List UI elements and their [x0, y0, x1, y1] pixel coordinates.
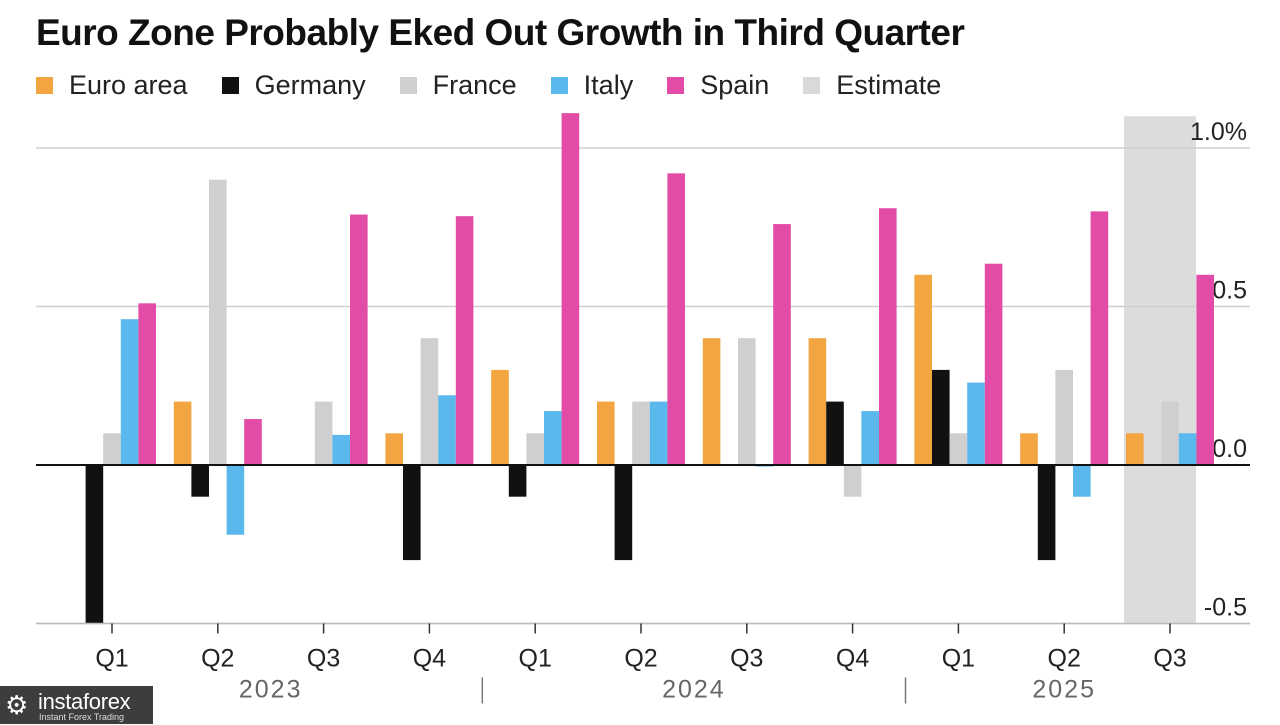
legend-item-euro-area: Euro area	[36, 70, 188, 101]
legend-swatch-germany	[221, 77, 239, 94]
x-tick-label: Q2	[201, 645, 234, 673]
legend-swatch-estimate	[803, 77, 821, 94]
bar-germany	[191, 465, 209, 497]
x-tick-label: Q1	[519, 645, 552, 673]
bar-germany	[508, 465, 527, 497]
bar-italy	[332, 434, 350, 465]
legend-swatch-italy	[550, 77, 568, 94]
year-label: 2024	[662, 676, 726, 704]
bar-euro-area	[385, 433, 403, 465]
bar-france	[632, 401, 650, 465]
bar-france	[738, 338, 756, 465]
bar-spain	[138, 303, 156, 465]
bar-spain	[984, 263, 1003, 465]
bar-euro-area	[1020, 433, 1038, 465]
legend-label-euro-area: Euro area	[69, 70, 188, 100]
legend-swatch-euro-area	[36, 77, 53, 94]
bar-france	[314, 401, 333, 465]
bar-france	[1161, 401, 1179, 465]
chart-title: Euro Zone Probably Eked Out Growth in Th…	[36, 12, 965, 53]
x-tick-label: Q1	[942, 645, 975, 673]
y-tick-label: -0.5	[1204, 594, 1247, 622]
bar-spain	[1090, 211, 1109, 465]
watermark-brand: instaforex	[38, 689, 131, 714]
legend: Euro area Germany France Italy Spain Est…	[36, 70, 975, 101]
bar-spain	[244, 419, 262, 465]
legend-item-germany: Germany	[221, 70, 366, 101]
x-tick-label: Q2	[624, 645, 657, 673]
bar-france	[843, 465, 862, 497]
bar-france	[209, 179, 227, 465]
bar-euro-area	[914, 274, 932, 465]
y-tick-label: 1.0%	[1190, 118, 1247, 146]
year-label: 2025	[1032, 676, 1096, 704]
bar-euro-area	[491, 369, 509, 465]
bar-spain	[1196, 274, 1214, 465]
y-tick-label: 0.5	[1212, 277, 1247, 305]
bar-germany	[85, 465, 104, 624]
legend-swatch-france	[399, 77, 417, 94]
bar-euro-area	[808, 338, 827, 465]
watermark: ⚙ instaforex Instant Forex Trading	[0, 686, 153, 724]
bar-spain	[667, 173, 685, 466]
bar-spain	[879, 208, 897, 466]
x-tick-label: Q3	[1153, 645, 1186, 673]
bar-france	[949, 433, 968, 465]
bar-france	[526, 433, 544, 465]
bar-spain	[561, 113, 580, 465]
bar-spain	[350, 214, 368, 465]
bar-france	[1055, 369, 1073, 465]
bar-italy	[649, 401, 668, 465]
bar-italy	[544, 411, 562, 465]
bar-germany	[403, 465, 421, 561]
legend-label-germany: Germany	[254, 70, 366, 100]
bar-italy	[1073, 465, 1091, 497]
bar-germany	[614, 465, 633, 561]
bar-italy	[967, 382, 985, 465]
x-tick-label: Q3	[730, 645, 763, 673]
x-tick-label: Q2	[1048, 645, 1081, 673]
gear-icon: ⚙	[5, 690, 29, 720]
bar-euro-area	[597, 401, 615, 465]
bar-spain	[773, 224, 791, 465]
bar-euro-area	[173, 401, 192, 465]
legend-label-spain: Spain	[700, 70, 770, 100]
watermark-tagline: Instant Forex Trading	[39, 712, 125, 722]
y-tick-label: 0.0	[1212, 435, 1247, 463]
x-tick-label: Q3	[307, 645, 340, 673]
estimate-shading	[1124, 116, 1196, 624]
legend-item-spain: Spain	[667, 70, 769, 101]
legend-item-italy: Italy	[550, 70, 634, 101]
bar-france	[420, 338, 439, 465]
legend-label-france: France	[432, 70, 517, 100]
legend-label-estimate: Estimate	[836, 70, 942, 100]
x-tick-label: Q4	[413, 645, 446, 673]
legend-item-france: France	[399, 70, 517, 101]
bar-spain	[455, 216, 474, 465]
legend-item-estimate: Estimate	[803, 70, 941, 101]
bar-italy	[120, 319, 139, 465]
bar-italy	[1178, 433, 1197, 465]
bar-germany	[932, 369, 950, 465]
bar-germany	[826, 401, 844, 465]
x-tick-label: Q4	[836, 645, 869, 673]
bar-italy	[861, 411, 879, 465]
bar-italy	[438, 395, 456, 465]
bar-euro-area	[702, 338, 721, 465]
bar-germany	[1037, 465, 1056, 561]
legend-label-italy: Italy	[583, 70, 634, 100]
bar-euro-area	[1126, 433, 1144, 465]
bar-italy	[226, 465, 245, 535]
bar-france	[103, 433, 121, 465]
x-tick-label: Q1	[95, 645, 128, 673]
legend-swatch-spain	[667, 77, 685, 94]
year-label: 2023	[239, 676, 303, 704]
